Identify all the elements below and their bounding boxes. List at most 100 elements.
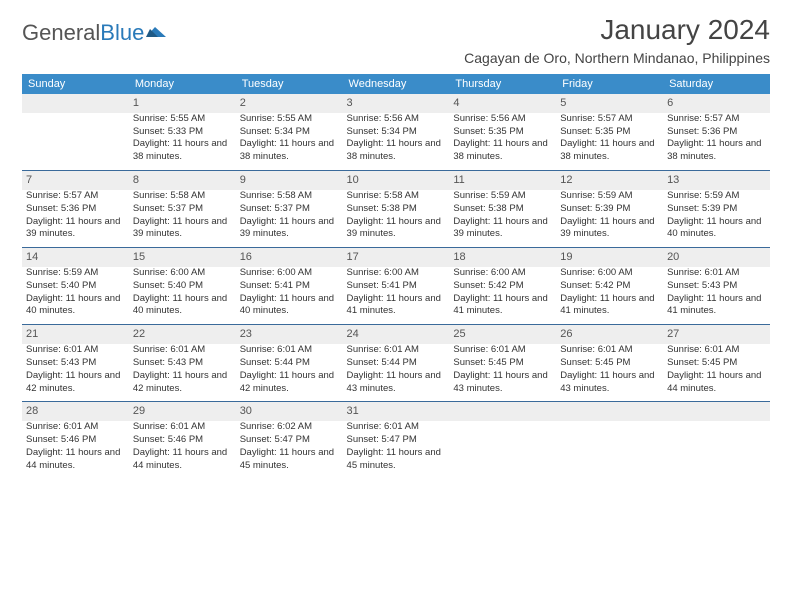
daylight-text: Daylight: 11 hours and 40 minutes.: [667, 216, 766, 242]
sunrise-text: Sunrise: 6:01 AM: [560, 344, 659, 357]
day-number-cell: 26: [556, 325, 663, 344]
day-number-cell: 6: [663, 94, 770, 113]
sunset-text: Sunset: 5:43 PM: [667, 280, 766, 293]
sunset-text: Sunset: 5:44 PM: [347, 357, 446, 370]
day-detail-cell: Sunrise: 6:01 AMSunset: 5:44 PMDaylight:…: [236, 344, 343, 402]
day-number-cell: 31: [343, 402, 450, 421]
sunrise-text: Sunrise: 5:59 AM: [560, 190, 659, 203]
day-detail-cell: [556, 421, 663, 478]
day-number-cell: 7: [22, 171, 129, 190]
sunset-text: Sunset: 5:38 PM: [453, 203, 552, 216]
sunrise-text: Sunrise: 5:59 AM: [26, 267, 125, 280]
day-detail-cell: Sunrise: 6:01 AMSunset: 5:44 PMDaylight:…: [343, 344, 450, 402]
sunset-text: Sunset: 5:46 PM: [26, 434, 125, 447]
day-detail-cell: Sunrise: 5:56 AMSunset: 5:35 PMDaylight:…: [449, 113, 556, 171]
sunset-text: Sunset: 5:40 PM: [133, 280, 232, 293]
day-number-cell: [449, 402, 556, 421]
day-detail-cell: Sunrise: 6:00 AMSunset: 5:42 PMDaylight:…: [449, 267, 556, 325]
daylight-text: Daylight: 11 hours and 43 minutes.: [560, 370, 659, 396]
weekday-header: Saturday: [663, 74, 770, 94]
daylight-text: Daylight: 11 hours and 39 minutes.: [347, 216, 446, 242]
sunset-text: Sunset: 5:36 PM: [26, 203, 125, 216]
sunset-text: Sunset: 5:37 PM: [240, 203, 339, 216]
daylight-text: Daylight: 11 hours and 38 minutes.: [453, 138, 552, 164]
daylight-text: Daylight: 11 hours and 41 minutes.: [560, 293, 659, 319]
day-number-cell: 9: [236, 171, 343, 190]
sunset-text: Sunset: 5:37 PM: [133, 203, 232, 216]
sunset-text: Sunset: 5:44 PM: [240, 357, 339, 370]
daylight-text: Daylight: 11 hours and 44 minutes.: [26, 447, 125, 473]
sunset-text: Sunset: 5:35 PM: [560, 126, 659, 139]
sunset-text: Sunset: 5:35 PM: [453, 126, 552, 139]
sunrise-text: Sunrise: 5:59 AM: [667, 190, 766, 203]
day-detail-cell: Sunrise: 5:58 AMSunset: 5:37 PMDaylight:…: [129, 190, 236, 248]
daynum-row: 123456: [22, 94, 770, 113]
weekday-header: Wednesday: [343, 74, 450, 94]
day-number-cell: 20: [663, 248, 770, 267]
day-number-cell: 12: [556, 171, 663, 190]
daylight-text: Daylight: 11 hours and 39 minutes.: [453, 216, 552, 242]
day-detail-cell: Sunrise: 5:57 AMSunset: 5:36 PMDaylight:…: [663, 113, 770, 171]
sunset-text: Sunset: 5:40 PM: [26, 280, 125, 293]
day-number-cell: [22, 94, 129, 113]
daylight-text: Daylight: 11 hours and 38 minutes.: [667, 138, 766, 164]
day-detail-cell: Sunrise: 5:55 AMSunset: 5:33 PMDaylight:…: [129, 113, 236, 171]
header: GeneralBlue January 2024: [22, 14, 770, 46]
sunrise-text: Sunrise: 6:01 AM: [133, 421, 232, 434]
day-detail-cell: Sunrise: 6:01 AMSunset: 5:43 PMDaylight:…: [22, 344, 129, 402]
sunrise-text: Sunrise: 6:00 AM: [347, 267, 446, 280]
day-number-cell: 13: [663, 171, 770, 190]
day-detail-cell: [22, 113, 129, 171]
day-number-cell: 30: [236, 402, 343, 421]
day-number-cell: 3: [343, 94, 450, 113]
daylight-text: Daylight: 11 hours and 44 minutes.: [133, 447, 232, 473]
sunset-text: Sunset: 5:47 PM: [240, 434, 339, 447]
sunset-text: Sunset: 5:45 PM: [560, 357, 659, 370]
day-number-cell: 11: [449, 171, 556, 190]
daylight-text: Daylight: 11 hours and 38 minutes.: [347, 138, 446, 164]
daylight-text: Daylight: 11 hours and 41 minutes.: [453, 293, 552, 319]
sunrise-text: Sunrise: 6:01 AM: [347, 344, 446, 357]
day-number-cell: [556, 402, 663, 421]
day-detail-cell: Sunrise: 6:01 AMSunset: 5:46 PMDaylight:…: [22, 421, 129, 478]
sunrise-text: Sunrise: 5:58 AM: [347, 190, 446, 203]
sunrise-text: Sunrise: 6:01 AM: [26, 421, 125, 434]
sunrise-text: Sunrise: 6:01 AM: [240, 344, 339, 357]
daylight-text: Daylight: 11 hours and 45 minutes.: [347, 447, 446, 473]
detail-row: Sunrise: 5:59 AMSunset: 5:40 PMDaylight:…: [22, 267, 770, 325]
sunrise-text: Sunrise: 5:59 AM: [453, 190, 552, 203]
day-detail-cell: Sunrise: 5:59 AMSunset: 5:39 PMDaylight:…: [556, 190, 663, 248]
day-detail-cell: Sunrise: 6:01 AMSunset: 5:43 PMDaylight:…: [129, 344, 236, 402]
weekday-header: Tuesday: [236, 74, 343, 94]
sunset-text: Sunset: 5:42 PM: [453, 280, 552, 293]
sunrise-text: Sunrise: 5:58 AM: [240, 190, 339, 203]
sunset-text: Sunset: 5:34 PM: [240, 126, 339, 139]
daylight-text: Daylight: 11 hours and 39 minutes.: [26, 216, 125, 242]
sunrise-text: Sunrise: 5:57 AM: [667, 113, 766, 126]
day-detail-cell: Sunrise: 6:01 AMSunset: 5:45 PMDaylight:…: [449, 344, 556, 402]
logo: GeneralBlue: [22, 20, 168, 46]
day-number-cell: 28: [22, 402, 129, 421]
page-subtitle: Cagayan de Oro, Northern Mindanao, Phili…: [22, 50, 770, 66]
sunset-text: Sunset: 5:46 PM: [133, 434, 232, 447]
daylight-text: Daylight: 11 hours and 39 minutes.: [240, 216, 339, 242]
daynum-row: 28293031: [22, 402, 770, 421]
day-detail-cell: Sunrise: 6:00 AMSunset: 5:40 PMDaylight:…: [129, 267, 236, 325]
day-number-cell: 15: [129, 248, 236, 267]
day-number-cell: 10: [343, 171, 450, 190]
daylight-text: Daylight: 11 hours and 38 minutes.: [560, 138, 659, 164]
weekday-header-row: Sunday Monday Tuesday Wednesday Thursday…: [22, 74, 770, 94]
day-number-cell: 21: [22, 325, 129, 344]
sunrise-text: Sunrise: 6:01 AM: [667, 267, 766, 280]
daylight-text: Daylight: 11 hours and 44 minutes.: [667, 370, 766, 396]
daylight-text: Daylight: 11 hours and 42 minutes.: [133, 370, 232, 396]
daylight-text: Daylight: 11 hours and 38 minutes.: [240, 138, 339, 164]
day-detail-cell: [449, 421, 556, 478]
sunrise-text: Sunrise: 6:01 AM: [26, 344, 125, 357]
page-title: January 2024: [600, 14, 770, 46]
sunrise-text: Sunrise: 6:01 AM: [453, 344, 552, 357]
sunset-text: Sunset: 5:34 PM: [347, 126, 446, 139]
sunrise-text: Sunrise: 6:00 AM: [133, 267, 232, 280]
day-number-cell: 4: [449, 94, 556, 113]
daylight-text: Daylight: 11 hours and 41 minutes.: [347, 293, 446, 319]
